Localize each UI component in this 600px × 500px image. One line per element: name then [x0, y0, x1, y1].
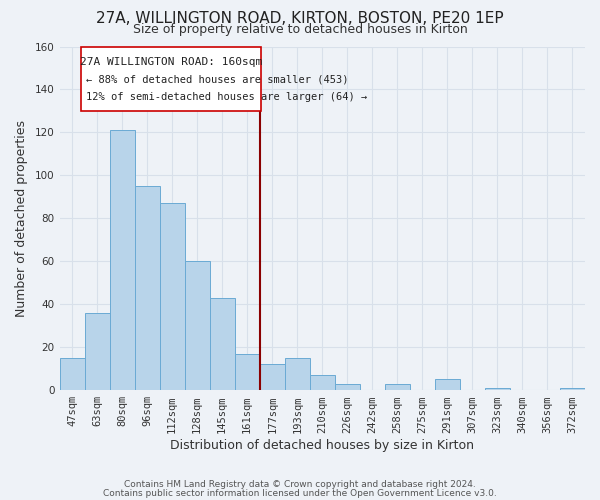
Bar — [385, 384, 410, 390]
Bar — [260, 364, 285, 390]
Y-axis label: Number of detached properties: Number of detached properties — [15, 120, 28, 317]
Bar — [235, 354, 260, 390]
Bar — [209, 298, 235, 390]
Text: Contains HM Land Registry data © Crown copyright and database right 2024.: Contains HM Land Registry data © Crown c… — [124, 480, 476, 489]
Text: 27A, WILLINGTON ROAD, KIRTON, BOSTON, PE20 1EP: 27A, WILLINGTON ROAD, KIRTON, BOSTON, PE… — [96, 11, 504, 26]
FancyBboxPatch shape — [81, 46, 261, 111]
Bar — [285, 358, 310, 390]
Text: ← 88% of detached houses are smaller (453): ← 88% of detached houses are smaller (45… — [86, 74, 349, 85]
Text: 27A WILLINGTON ROAD: 160sqm: 27A WILLINGTON ROAD: 160sqm — [80, 57, 262, 67]
Text: Contains public sector information licensed under the Open Government Licence v3: Contains public sector information licen… — [103, 488, 497, 498]
Text: 12% of semi-detached houses are larger (64) →: 12% of semi-detached houses are larger (… — [86, 92, 367, 102]
X-axis label: Distribution of detached houses by size in Kirton: Distribution of detached houses by size … — [170, 440, 474, 452]
Bar — [59, 358, 85, 390]
Bar — [185, 262, 209, 390]
Bar — [310, 375, 335, 390]
Bar — [110, 130, 134, 390]
Bar — [160, 204, 185, 390]
Bar — [485, 388, 510, 390]
Bar — [560, 388, 585, 390]
Text: Size of property relative to detached houses in Kirton: Size of property relative to detached ho… — [133, 22, 467, 36]
Bar — [435, 380, 460, 390]
Bar — [134, 186, 160, 390]
Bar — [335, 384, 360, 390]
Bar — [85, 313, 110, 390]
